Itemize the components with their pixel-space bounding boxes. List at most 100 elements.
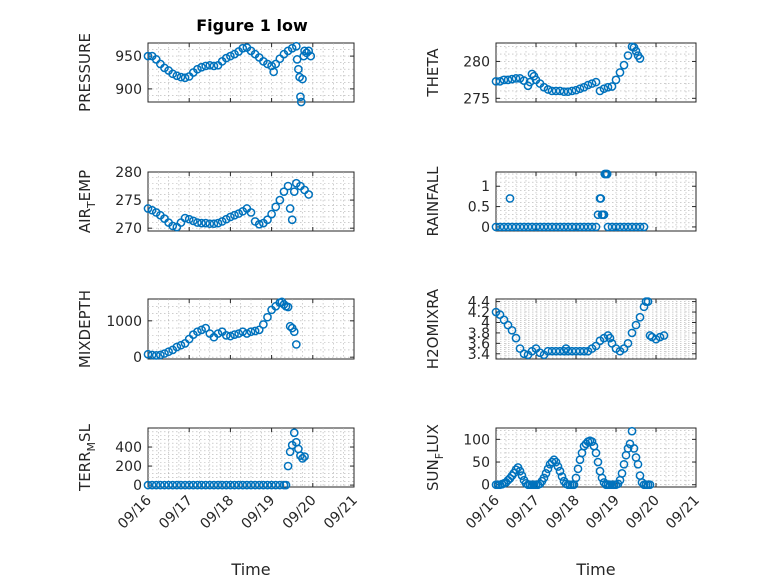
data-point <box>583 222 593 232</box>
data-point <box>156 350 165 360</box>
data-point <box>213 480 223 490</box>
data-point <box>193 64 202 74</box>
data-point <box>143 51 153 61</box>
data-point <box>551 86 561 96</box>
data-point <box>168 69 178 79</box>
data-point <box>623 51 633 60</box>
data-point <box>639 222 649 232</box>
data-point <box>143 349 153 359</box>
x-tick-label: 09/19 <box>583 493 623 533</box>
data-point <box>623 444 633 453</box>
data-point <box>230 480 239 490</box>
data-point <box>221 480 231 490</box>
data-point <box>143 204 153 213</box>
data-point <box>515 466 525 476</box>
data-point <box>188 480 198 490</box>
y-axis-label: PRESSURE <box>76 33 94 112</box>
data-point <box>291 41 301 51</box>
data-point <box>543 222 553 232</box>
x-tick-label: 09/17 <box>503 493 543 533</box>
data-point <box>238 327 248 337</box>
x-tick-label: 09/20 <box>623 493 663 533</box>
data-point <box>283 181 293 191</box>
data-point <box>283 461 293 471</box>
data-point <box>151 351 161 360</box>
data-point <box>559 222 569 232</box>
data-point <box>180 73 190 83</box>
data-point <box>234 329 243 338</box>
data-point <box>147 350 157 360</box>
data-point <box>519 349 529 359</box>
data-point <box>176 340 186 350</box>
data-point <box>559 87 569 97</box>
data-point <box>557 472 567 481</box>
y-axis-label: H2OMIXRA <box>424 288 442 369</box>
data-point <box>209 61 219 71</box>
data-point <box>553 462 563 471</box>
data-point <box>603 222 613 232</box>
data-point <box>300 452 309 461</box>
data-point <box>531 222 541 232</box>
data-point <box>587 222 597 232</box>
figure-title: Figure 1 low <box>196 16 308 35</box>
data-point <box>164 480 173 490</box>
data-point <box>607 82 617 91</box>
data-point <box>571 222 581 232</box>
data-point <box>304 46 314 56</box>
data-point <box>575 84 585 94</box>
data-point <box>499 222 509 232</box>
data-point <box>292 55 302 64</box>
x-tick-label: 09/18 <box>197 493 237 533</box>
subplot-6: 3.43.63.844.24.4 H2OMIXRA <box>424 288 697 369</box>
data-point <box>591 77 601 87</box>
data-point <box>217 480 227 490</box>
data-point <box>551 222 561 232</box>
data-point <box>615 68 625 77</box>
data-point <box>567 86 577 96</box>
data-point <box>283 302 293 312</box>
subplot-3: 270 275 280 AIRTEMP <box>76 165 355 237</box>
data-point <box>617 469 627 478</box>
data-point <box>275 195 285 205</box>
data-point <box>495 77 505 86</box>
data-point <box>521 479 531 488</box>
data-point <box>515 222 525 232</box>
data-point <box>633 459 643 469</box>
data-point <box>571 85 581 95</box>
data-point <box>611 75 621 85</box>
data-point <box>523 222 533 232</box>
data-point <box>143 480 153 490</box>
data-point <box>201 218 211 228</box>
y-tick-label: 270 <box>115 221 142 237</box>
data-point <box>298 454 307 463</box>
data-point <box>602 169 612 179</box>
data-point <box>294 64 303 74</box>
data-point <box>591 448 601 458</box>
data-point <box>254 325 264 335</box>
data-point <box>242 329 252 338</box>
data-point <box>238 43 248 53</box>
data-point <box>221 331 231 340</box>
y-tick-label: 0 <box>133 478 142 494</box>
subplot-5: 0 1000 MIXDEPTH <box>76 290 355 368</box>
data-point <box>593 210 603 220</box>
data-point <box>291 340 301 349</box>
y-tick-label: 50 <box>472 455 490 471</box>
data-point <box>619 222 629 232</box>
data-point <box>541 469 551 478</box>
data-point <box>511 333 521 343</box>
data-point <box>517 471 527 481</box>
data-point <box>631 46 641 56</box>
data-point <box>567 346 577 356</box>
y-tick-label: 100 <box>463 432 490 448</box>
data-point <box>289 187 299 197</box>
data-point <box>267 480 276 490</box>
data-point <box>503 75 513 85</box>
data-point <box>289 327 299 337</box>
data-point <box>246 327 256 337</box>
data-point <box>263 480 272 490</box>
subplot-2: 275 280 THETA <box>424 42 697 107</box>
data-point <box>491 222 501 232</box>
data-point <box>575 222 585 232</box>
data-point <box>587 79 597 88</box>
